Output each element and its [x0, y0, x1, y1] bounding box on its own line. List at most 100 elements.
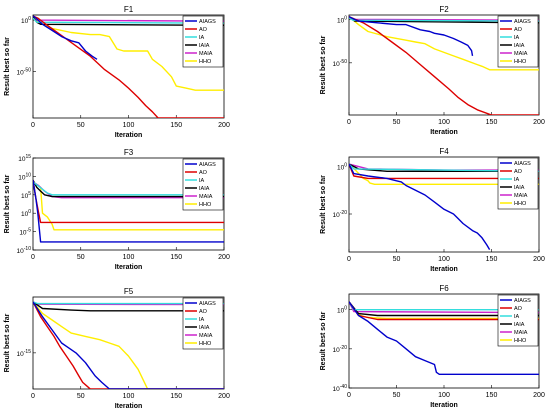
legend-label-ao: AO — [514, 169, 523, 175]
chart-title: F2 — [439, 5, 449, 14]
series-line-ia — [349, 163, 539, 172]
series-line-aiags — [33, 301, 224, 389]
x-axis-label: Iteration — [430, 129, 458, 136]
series-line-ia — [349, 17, 539, 22]
chart-title: F6 — [439, 284, 449, 293]
x-tick-label: 150 — [170, 254, 182, 261]
legend-label-aiags: AIAGS — [199, 301, 216, 307]
series-group — [349, 16, 539, 115]
chart-panel-f6: F6 0 50 100 150 200 100 10-20 10-40 Iteration Resu… — [320, 284, 545, 409]
legend-box — [497, 15, 539, 68]
legend-label-ia: IA — [514, 314, 520, 320]
legend-label-maia: MAIA — [199, 194, 213, 200]
y-tick-label: 10-40 — [333, 384, 348, 393]
legend-label-ao: AO — [199, 309, 208, 315]
y-tick-label: 10-10 — [17, 246, 32, 255]
legend-label-ia: IA — [514, 35, 520, 41]
legend-label-ao: AO — [514, 27, 523, 33]
series-line-ia — [33, 301, 224, 305]
legend-box — [497, 157, 539, 210]
series-line-ao — [349, 16, 539, 115]
legend-label-iaia: IAIA — [514, 322, 525, 328]
x-tick-label: 200 — [218, 393, 230, 400]
x-axis-label: Iteration — [115, 403, 143, 410]
y-axis-label: Result best so far — [4, 174, 11, 233]
series-line-iaia — [349, 163, 539, 172]
legend-label-maia: MAIA — [199, 333, 213, 339]
series-group — [33, 179, 224, 243]
chart-title: F3 — [124, 148, 134, 157]
series-line-hho — [349, 16, 539, 71]
chart-panel-f4: F4 0 50 100 150 200 100 10-20 Iteration Result be… — [320, 147, 545, 273]
x-tick-label: 100 — [438, 392, 450, 399]
x-tick-label: 150 — [486, 119, 498, 126]
legend-label-ia: IA — [514, 177, 520, 183]
chart-panel-f3: F3 0 50 100 150 200 1015 1010 105 100 10-5 10-10 Ite… — [4, 148, 230, 271]
series-group — [33, 15, 224, 118]
series-line-hho — [33, 301, 224, 389]
legend-label-iaia: IAIA — [199, 325, 210, 331]
series-line-ao — [33, 15, 224, 118]
legend-label-aiags: AIAGS — [514, 161, 531, 167]
x-tick-label: 50 — [393, 256, 401, 263]
x-tick-label: 200 — [533, 392, 545, 399]
y-axis-label: Result best so far — [320, 311, 327, 370]
y-tick-label: 10-20 — [333, 345, 348, 354]
y-tick-label: 105 — [21, 191, 31, 200]
x-tick-label: 150 — [486, 392, 498, 399]
legend-label-ao: AO — [514, 306, 523, 312]
y-tick-label: 1015 — [18, 154, 31, 163]
series-line-ia — [33, 181, 224, 196]
legend-label-hho: HHO — [514, 59, 527, 65]
legend-label-aiags: AIAGS — [514, 19, 531, 25]
legend-label-ao: AO — [199, 170, 208, 176]
y-tick-label: 10-15 — [17, 349, 32, 358]
x-tick-label: 150 — [170, 393, 182, 400]
legend-box — [182, 158, 224, 211]
legend-label-iaia: IAIA — [514, 43, 525, 49]
legend-label-iaia: IAIA — [199, 43, 210, 49]
series-line-iaia — [33, 301, 224, 312]
x-axis-label: Iteration — [430, 402, 458, 409]
y-axis-label: Result best so far — [320, 175, 327, 234]
legend-label-iaia: IAIA — [514, 185, 525, 191]
series-line-hho — [349, 163, 539, 185]
y-tick-label: 1010 — [18, 172, 31, 181]
y-axis-label: Result best so far — [4, 313, 11, 372]
legend-label-aiags: AIAGS — [199, 19, 216, 25]
x-tick-label: 50 — [393, 392, 401, 399]
series-line-aiags — [33, 179, 224, 243]
legend-label-hho: HHO — [199, 341, 212, 347]
legend-box — [182, 297, 224, 350]
y-tick-label: 10-20 — [333, 210, 348, 219]
x-tick-label: 100 — [123, 122, 135, 129]
legend-label-iaia: IAIA — [199, 186, 210, 192]
legend-label-hho: HHO — [199, 59, 212, 65]
series-line-hho — [33, 15, 224, 91]
series-group — [349, 163, 539, 250]
legend-label-maia: MAIA — [199, 51, 213, 57]
x-tick-label: 150 — [486, 256, 498, 263]
series-line-aiags — [349, 301, 539, 375]
legend-label-ao: AO — [199, 27, 208, 33]
y-axis-label: Result best so far — [320, 35, 327, 94]
series-group — [349, 301, 539, 375]
x-tick-label: 100 — [438, 256, 450, 263]
legend-label-aiags: AIAGS — [514, 298, 531, 304]
x-tick-label: 50 — [393, 119, 401, 126]
series-line-aiags — [33, 15, 98, 60]
y-tick-label: 100 — [337, 163, 347, 172]
x-tick-label: 200 — [218, 254, 230, 261]
legend-label-ia: IA — [199, 35, 205, 41]
series-line-ia — [33, 17, 224, 24]
legend-label-hho: HHO — [514, 338, 527, 344]
legend-label-maia: MAIA — [514, 51, 528, 57]
y-tick-label: 10-50 — [17, 68, 32, 77]
x-tick-label: 100 — [123, 254, 135, 261]
x-tick-label: 200 — [533, 119, 545, 126]
legend-label-maia: MAIA — [514, 193, 528, 199]
x-tick-label: 200 — [218, 122, 230, 129]
legend-label-hho: HHO — [514, 201, 527, 207]
